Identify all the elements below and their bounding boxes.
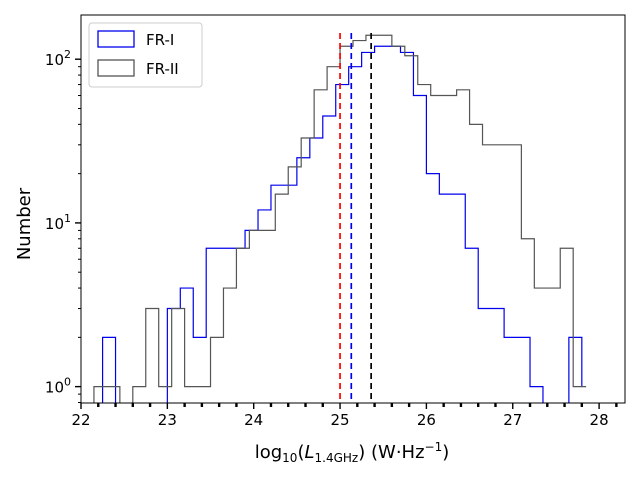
x-tick-label: 23: [158, 411, 177, 429]
legend: FR-I FR-II: [88, 22, 203, 88]
x-tick-label: 28: [590, 411, 609, 429]
x-tick-label: 26: [417, 411, 436, 429]
x-axis-label: log10(L1.4GHz) (W·Hz−1): [255, 440, 450, 465]
histogram-fr-ii: [93, 34, 587, 403]
legend-swatch-fr1: [97, 30, 135, 48]
plot-frame: [80, 14, 626, 404]
axis-ticks: 22 23 24 25 26 27 28 100 101 102: [45, 48, 618, 429]
y-tick-label: 101: [45, 212, 71, 233]
x-tick-label: 24: [244, 411, 263, 429]
series-layer: [93, 34, 587, 403]
y-tick-label: 100: [45, 376, 71, 397]
x-tick-label: 25: [331, 411, 350, 429]
legend-label-fr2: FR-II: [146, 60, 179, 78]
median-lines: [339, 33, 372, 403]
x-tick-label: 22: [71, 411, 90, 429]
legend-swatch-fr2: [97, 59, 135, 77]
y-tick-label: 102: [45, 48, 71, 69]
y-axis-label: Number: [14, 187, 35, 260]
legend-label-fr1: FR-I: [146, 31, 174, 49]
histogram-fr-i: [101, 45, 583, 403]
x-tick-label: 27: [503, 411, 522, 429]
